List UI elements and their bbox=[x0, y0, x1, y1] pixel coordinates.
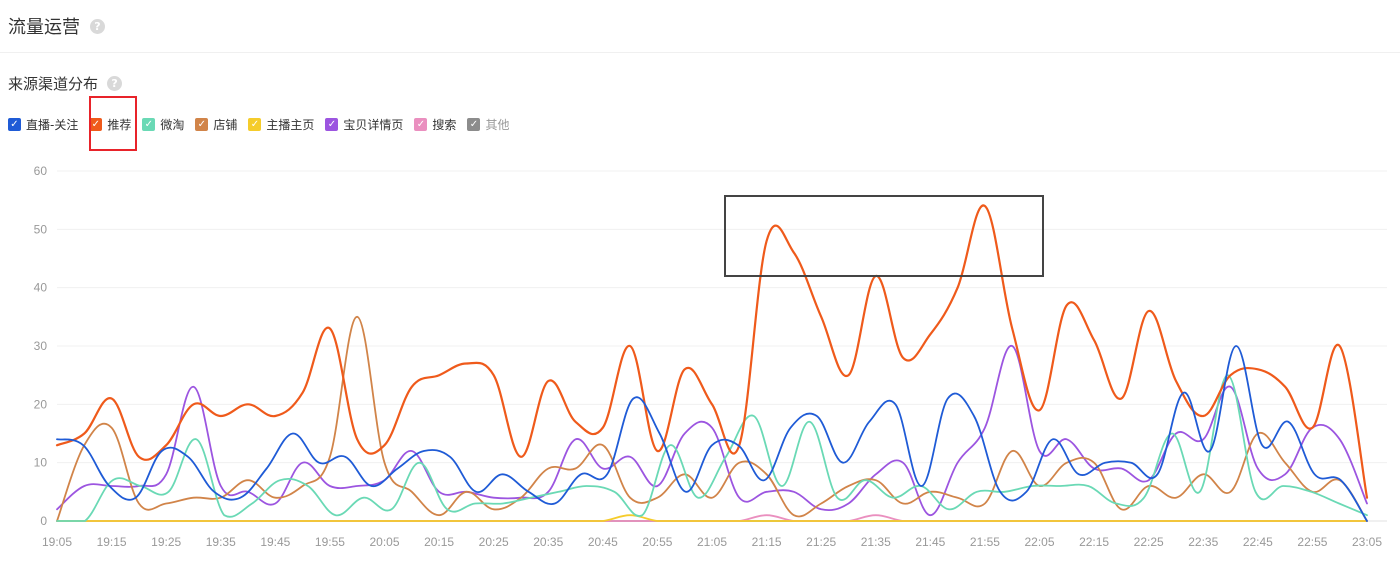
checkbox-icon[interactable]: ✓ bbox=[89, 117, 103, 131]
legend-label: 其他 bbox=[485, 117, 510, 132]
x-tick-label: 20:45 bbox=[588, 535, 618, 549]
y-tick-label: 50 bbox=[34, 222, 48, 236]
legend-item[interactable]: ✓ 直播-关注 bbox=[8, 116, 78, 133]
x-tick-label: 21:55 bbox=[970, 535, 1000, 549]
legend-label: 宝贝详情页 bbox=[343, 117, 404, 132]
x-tick-label: 21:25 bbox=[806, 535, 836, 549]
series-line bbox=[56, 374, 1368, 522]
chart-legend: ✓ 直播-关注 ✓ 推荐 ✓ 微淘 ✓ 店铺 ✓ 主播主页 ✓ 宝贝详情页 ✓ 搜索 ✓ 其他 bbox=[8, 115, 520, 133]
x-tick-label: 22:55 bbox=[1297, 535, 1327, 549]
help-icon[interactable]: ? bbox=[90, 18, 105, 34]
y-tick-label: 30 bbox=[34, 339, 48, 353]
y-tick-label: 40 bbox=[34, 281, 48, 295]
x-tick-label: 20:05 bbox=[369, 535, 399, 549]
checkbox-icon[interactable]: ✓ bbox=[248, 117, 262, 131]
x-tick-label: 20:35 bbox=[533, 535, 563, 549]
legend-item[interactable]: ✓ 搜索 bbox=[414, 116, 456, 133]
x-tick-label: 19:45 bbox=[260, 535, 290, 549]
y-tick-label: 10 bbox=[34, 456, 48, 470]
x-tick-label: 22:25 bbox=[1134, 535, 1164, 549]
checkbox-icon[interactable]: ✓ bbox=[414, 117, 428, 131]
x-tick-label: 21:05 bbox=[697, 535, 727, 549]
y-tick-label: 0 bbox=[40, 514, 47, 528]
x-tick-label: 19:55 bbox=[315, 535, 345, 549]
annotation-highlight-box bbox=[89, 96, 137, 151]
x-tick-label: 19:05 bbox=[42, 535, 72, 549]
x-tick-label: 22:35 bbox=[1188, 535, 1218, 549]
y-tick-label: 60 bbox=[34, 164, 48, 178]
x-tick-label: 21:15 bbox=[752, 535, 782, 549]
legend-label: 直播-关注 bbox=[26, 117, 79, 132]
x-tick-label: 22:45 bbox=[1243, 535, 1273, 549]
page-header: 流量运营? bbox=[0, 0, 1400, 53]
checkbox-icon[interactable]: ✓ bbox=[467, 117, 481, 131]
legend-label: 店铺 bbox=[213, 117, 238, 132]
y-tick-label: 20 bbox=[34, 397, 48, 411]
x-tick-label: 21:35 bbox=[861, 535, 891, 549]
legend-item[interactable]: ✓ 推荐 bbox=[89, 116, 131, 133]
x-tick-label: 20:55 bbox=[642, 535, 672, 549]
checkbox-icon[interactable]: ✓ bbox=[142, 117, 156, 131]
section-title-text: 来源渠道分布 bbox=[8, 75, 99, 93]
x-tick-label: 19:35 bbox=[206, 535, 236, 549]
x-tick-label: 19:25 bbox=[151, 535, 181, 549]
series-line bbox=[56, 315, 1368, 522]
x-tick-label: 19:15 bbox=[97, 535, 127, 549]
series-line bbox=[56, 514, 1368, 522]
x-tick-label: 20:15 bbox=[424, 535, 454, 549]
series-line bbox=[55, 204, 1369, 499]
legend-item[interactable]: ✓ 店铺 bbox=[195, 116, 237, 133]
legend-label: 微淘 bbox=[160, 117, 185, 132]
annotation-peak-box bbox=[724, 195, 1044, 277]
page-title-text: 流量运营 bbox=[8, 17, 80, 38]
line-chart: 0 10 20 30 40 50 60 19:05 19:15 19:25 19:35 19:45 19… bbox=[34, 164, 1387, 549]
checkbox-icon[interactable]: ✓ bbox=[195, 117, 209, 131]
checkbox-icon[interactable]: ✓ bbox=[325, 117, 339, 131]
x-tick-label: 22:05 bbox=[1024, 535, 1054, 549]
legend-label: 搜索 bbox=[432, 117, 457, 132]
legend-item[interactable]: ✓ 宝贝详情页 bbox=[325, 116, 403, 133]
legend-item[interactable]: ✓ 微淘 bbox=[142, 116, 184, 133]
checkbox-icon[interactable]: ✓ bbox=[8, 117, 21, 131]
page-title: 流量运营? bbox=[8, 13, 105, 39]
legend-label: 推荐 bbox=[107, 117, 132, 132]
x-tick-label: 23:05 bbox=[1352, 535, 1382, 549]
legend-label: 主播主页 bbox=[266, 117, 315, 132]
series-line bbox=[56, 345, 1368, 517]
help-icon[interactable]: ? bbox=[107, 76, 123, 91]
x-tick-label: 20:25 bbox=[479, 535, 509, 549]
section-title: 来源渠道分布? bbox=[8, 73, 123, 94]
legend-item[interactable]: ✓ 主播主页 bbox=[248, 116, 314, 133]
x-tick-label: 22:15 bbox=[1079, 535, 1109, 549]
x-tick-label: 21:45 bbox=[915, 535, 945, 549]
legend-item[interactable]: ✓ 其他 bbox=[467, 116, 509, 133]
series-line bbox=[56, 345, 1368, 522]
